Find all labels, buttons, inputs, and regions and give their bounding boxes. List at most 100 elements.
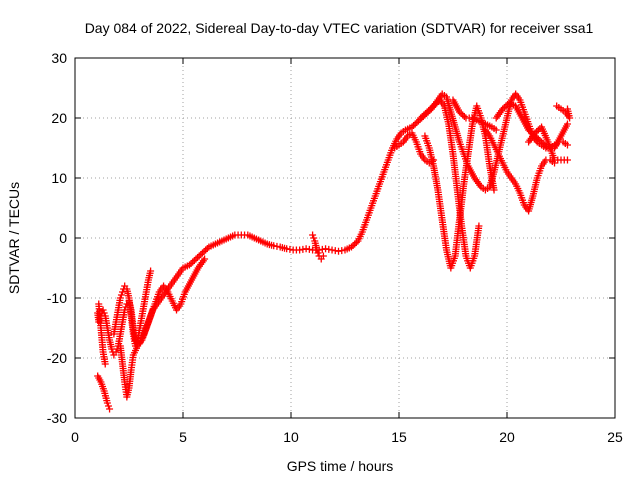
- data-point: [502, 102, 510, 110]
- data-point: [539, 140, 547, 147]
- grid-lines: [75, 58, 615, 418]
- data-point: [185, 261, 193, 269]
- data-point: [117, 291, 125, 299]
- data-point: [413, 119, 421, 126]
- data-point: [101, 360, 109, 368]
- x-tick-label: 0: [71, 429, 79, 445]
- data-point: [430, 102, 438, 110]
- series-arc-c: [95, 300, 109, 368]
- data-point: [103, 399, 111, 407]
- data-point: [313, 246, 321, 254]
- data-point: [492, 126, 500, 134]
- data-point: [314, 249, 322, 257]
- data-point: [113, 345, 121, 353]
- data-point: [202, 246, 210, 254]
- data-point: [112, 348, 120, 356]
- x-axis-label: GPS time / hours: [287, 458, 394, 474]
- data-point: [490, 186, 498, 194]
- data-point: [541, 141, 549, 149]
- data-point: [147, 267, 155, 275]
- data-point: [189, 258, 197, 266]
- data-point: [460, 113, 468, 120]
- data-point: [457, 110, 465, 117]
- data-point: [106, 405, 114, 413]
- data-point: [190, 257, 198, 264]
- data-point: [309, 231, 317, 239]
- data-point: [352, 239, 360, 246]
- series-arc-i: [421, 102, 498, 272]
- data-point: [563, 141, 571, 149]
- data-point: [408, 123, 416, 131]
- data-point: [531, 129, 539, 137]
- data-point: [433, 99, 441, 107]
- data-point: [428, 104, 436, 111]
- y-tick-labels: -30 -20 -10 0 10 20 30: [47, 50, 67, 426]
- data-point: [410, 122, 418, 129]
- data-point: [431, 101, 439, 108]
- data-point: [347, 243, 355, 251]
- x-tick-label: 5: [179, 429, 187, 445]
- x-tick-label: 25: [607, 429, 623, 445]
- data-point: [116, 294, 124, 302]
- x-tick-labels: 0 5 10 15 20 25: [71, 429, 623, 445]
- data-point: [200, 248, 208, 255]
- data-point: [563, 156, 571, 164]
- data-point: [417, 114, 425, 122]
- y-tick-label: -10: [47, 290, 67, 306]
- data-point: [198, 249, 206, 257]
- data-point: [99, 306, 107, 314]
- series-arc-b: [94, 372, 114, 413]
- data-point: [499, 105, 507, 113]
- y-tick-label: -30: [47, 410, 67, 426]
- data-point: [195, 252, 203, 260]
- data-point: [534, 135, 542, 143]
- data-point: [201, 255, 209, 263]
- y-tick-label: -20: [47, 350, 67, 366]
- y-tick-label: 30: [51, 50, 67, 66]
- data-point: [423, 108, 431, 116]
- x-tick-label: 15: [391, 429, 407, 445]
- data-point: [197, 251, 205, 258]
- y-tick-label: 10: [51, 170, 67, 186]
- data-point: [119, 288, 127, 296]
- data-point: [319, 252, 327, 260]
- data-point: [563, 105, 571, 113]
- data-point: [526, 128, 534, 135]
- series-arc-h: [417, 96, 483, 272]
- axis-ticks: [74, 57, 616, 419]
- x-tick-label: 20: [499, 429, 515, 445]
- data-point: [121, 306, 129, 314]
- series-arc-j: [449, 96, 500, 134]
- chart-title: Day 084 of 2022, Sidereal Day-to-day VTE…: [85, 20, 594, 36]
- data-point: [104, 402, 112, 410]
- data-point: [351, 240, 359, 248]
- data-point: [533, 128, 541, 135]
- data-points: [94, 90, 574, 413]
- data-point: [421, 110, 429, 117]
- data-point: [310, 234, 318, 242]
- series-arc-e: [116, 255, 209, 401]
- data-point: [426, 105, 434, 113]
- y-tick-label: 0: [59, 230, 67, 246]
- data-point: [534, 126, 542, 134]
- data-point: [203, 245, 211, 252]
- data-point: [455, 108, 463, 116]
- data-point: [349, 242, 357, 249]
- series-arc-a: [94, 90, 571, 359]
- data-point: [425, 107, 433, 114]
- series-arc-d: [110, 267, 155, 350]
- data-point: [411, 120, 419, 128]
- data-point: [194, 254, 202, 261]
- series-arc-l: [481, 126, 559, 215]
- data-point: [459, 111, 467, 119]
- data-point: [192, 255, 200, 263]
- data-point: [187, 260, 195, 267]
- data-point: [525, 126, 533, 134]
- data-point: [538, 138, 546, 146]
- data-point: [536, 137, 544, 144]
- data-point: [420, 111, 428, 119]
- data-point: [475, 222, 483, 230]
- data-point: [418, 113, 426, 120]
- series-arc-m: [525, 123, 571, 164]
